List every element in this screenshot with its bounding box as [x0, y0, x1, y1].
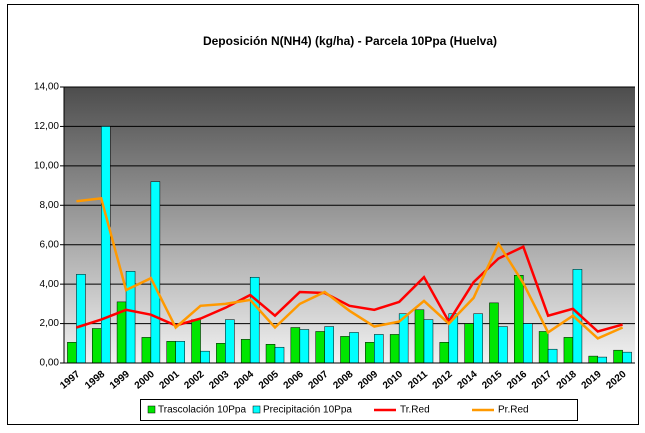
bar: [324, 326, 334, 364]
bar: [538, 331, 549, 364]
bar: [423, 319, 434, 364]
bar: [613, 349, 623, 364]
bar: [365, 342, 375, 364]
bar: [340, 336, 350, 364]
bar: [622, 351, 632, 364]
y-tick-label: 8,00: [40, 200, 60, 211]
bar: [200, 350, 210, 364]
y-tick-label: 2,00: [40, 318, 60, 329]
bar: [588, 355, 599, 364]
bar: [274, 346, 285, 364]
bar: [374, 334, 384, 364]
legend-label: Precipitación 10Ppa: [263, 405, 352, 416]
bar: [523, 323, 533, 364]
legend-label: Pr.Red: [498, 405, 529, 416]
bar: [67, 342, 77, 364]
bar: [489, 302, 499, 364]
bar: [563, 337, 574, 364]
bar: [216, 343, 226, 364]
plot-area: [64, 87, 635, 363]
bar: [414, 309, 425, 364]
bar: [249, 276, 260, 364]
bar: [473, 313, 483, 364]
bar: [240, 339, 251, 364]
bar: [315, 331, 325, 364]
chart-title: Deposición N(NH4) (kg/ha) - Parcela 10Pp…: [203, 34, 497, 48]
bar: [175, 341, 185, 364]
bar: [514, 275, 524, 364]
bar: [498, 326, 508, 364]
bar: [100, 126, 111, 364]
bar: [265, 344, 276, 364]
legend-swatch: [252, 405, 261, 414]
bar: [91, 328, 102, 364]
bar: [299, 329, 310, 364]
bar: [349, 332, 359, 364]
y-tick-label: 14,00: [34, 82, 59, 93]
y-tick-label: 12,00: [34, 121, 59, 132]
bar: [290, 327, 301, 364]
legend-label: Trascolación 10Ppa: [158, 405, 246, 416]
bar: [141, 337, 152, 364]
bar: [166, 341, 176, 364]
bar: [389, 334, 400, 364]
line: [76, 244, 623, 333]
bar: [597, 356, 608, 364]
line: [76, 197, 624, 340]
legend-box: [140, 399, 578, 421]
y-tick-label: 0,00: [40, 358, 60, 369]
bar: [76, 274, 86, 364]
bar: [150, 181, 161, 364]
bar: [439, 342, 450, 364]
legend-label: Tr.Red: [400, 405, 430, 416]
legend-swatch: [147, 405, 156, 414]
y-tick-label: 10,00: [34, 160, 59, 171]
bar: [464, 323, 474, 364]
bar: [191, 319, 201, 364]
y-tick-label: 4,00: [40, 279, 60, 290]
bar: [225, 319, 235, 364]
bar: [547, 348, 558, 364]
y-tick-label: 6,00: [40, 239, 60, 250]
